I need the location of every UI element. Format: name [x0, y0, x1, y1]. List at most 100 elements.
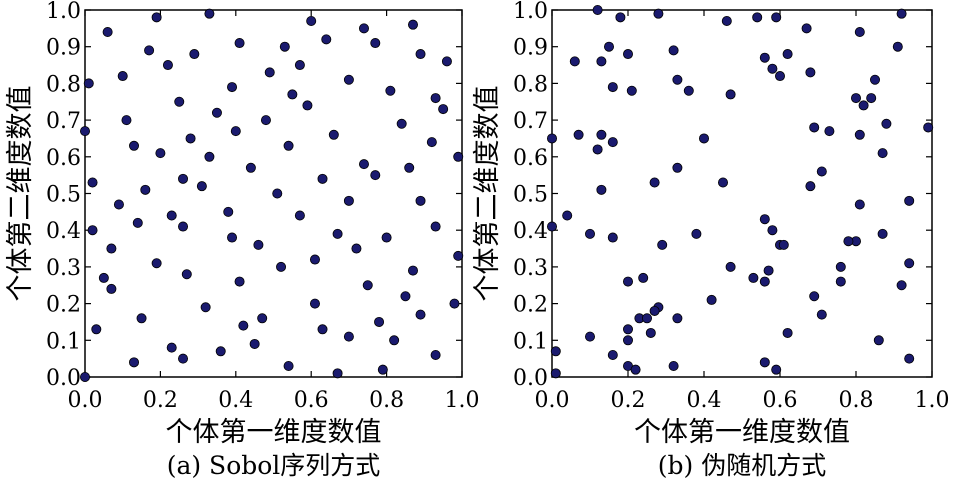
panel-a-data-point: [234, 276, 245, 287]
panel-b-data-point: [904, 195, 915, 206]
panel-b-data-point: [858, 100, 869, 111]
panel-a-data-point: [129, 140, 140, 151]
panel-b-data-point: [923, 122, 934, 133]
panel-a-y-tick-label: 0.5: [46, 183, 81, 208]
panel-b-y-tick-label: 0.4: [513, 219, 548, 244]
panel-b-data-point: [550, 346, 561, 357]
panel-b-data-point: [873, 335, 884, 346]
panel-b-data-point: [596, 56, 607, 67]
panel-a-data-point: [385, 85, 396, 96]
panel-b-data-point: [904, 353, 915, 364]
panel-a-data-point: [283, 140, 294, 151]
panel-b-x-tick-label: 0.6: [763, 388, 798, 413]
panel-a-data-point: [430, 93, 441, 104]
panel-a-data-point: [321, 34, 332, 45]
panel-a-data-point: [415, 195, 426, 206]
panel-a-data-point: [151, 12, 162, 23]
panel-a-data-point: [441, 56, 452, 67]
panel-a-y-tick-label: 0.9: [46, 36, 81, 61]
panel-b-y-axis-label: 个体第二维度数值: [472, 86, 503, 302]
panel-b-data-point: [569, 56, 580, 67]
panel-b-data-point: [892, 41, 903, 52]
panel-b-x-tick-label: 0.2: [611, 388, 646, 413]
panel-b-data-point: [809, 291, 820, 302]
panel-b-data-point: [763, 265, 774, 276]
panel-b-plot-frame: [551, 9, 933, 378]
panel-a-data-point: [283, 360, 294, 371]
panel-b-x-axis-label: 个体第一维度数值: [634, 417, 850, 448]
panel-a-data-point: [87, 225, 98, 236]
panel-a-data-point: [91, 324, 102, 335]
panel-b-data-point: [562, 210, 573, 221]
panel-a-data-point: [215, 346, 226, 357]
panel-b-data-point: [596, 129, 607, 140]
panel-a-data-point: [106, 243, 117, 254]
panel-a-y-tick-label: 0.2: [46, 293, 81, 318]
panel-b-x-tick-label: 0.4: [687, 388, 722, 413]
panel-a-data-point: [396, 118, 407, 129]
panel-a-data-point: [272, 188, 283, 199]
panel-b-data-point: [653, 8, 664, 19]
panel-a-data-point: [178, 173, 189, 184]
panel-b-data-point: [866, 93, 877, 104]
panel-b-data-point: [691, 228, 702, 239]
panel-a-data-point: [343, 331, 354, 342]
panel-a-data-point: [328, 129, 339, 140]
panel-b-data-point: [592, 144, 603, 155]
panel-a-x-tick-label: 0.8: [369, 388, 404, 413]
panel-b-y-tick-label: 0.8: [513, 72, 548, 97]
panel-b-data-point: [672, 162, 683, 173]
panel-a-data-point: [407, 19, 418, 30]
panel-b-data-point: [778, 239, 789, 250]
panel-b-y-tick-label: 0.9: [513, 36, 548, 61]
panel-a-x-tick-label: 0.0: [68, 388, 103, 413]
panel-a-data-point: [306, 16, 317, 27]
panel-a-data-point: [204, 8, 215, 19]
panel-a-data-point: [151, 258, 162, 269]
panel-a-data-point: [181, 269, 192, 280]
panel-b-data-point: [816, 309, 827, 320]
panel-a-data-point: [404, 162, 415, 173]
panel-a-data-point: [230, 126, 241, 137]
panel-a-data-point: [106, 283, 117, 294]
panel-a-data-point: [253, 239, 264, 250]
panel-b-data-point: [547, 133, 558, 144]
panel-a-data-point: [98, 272, 109, 283]
panel-b-data-point: [725, 261, 736, 272]
panel-b-data-point: [573, 129, 584, 140]
panel-b-data-point: [877, 148, 888, 159]
panel-b-data-point: [672, 74, 683, 85]
panel-b-data-point: [642, 313, 653, 324]
panel-b-y-tick-label: 0.0: [513, 366, 548, 391]
panel-a-data-point: [227, 82, 238, 93]
panel-a-data-point: [113, 199, 124, 210]
panel-a-data-point: [343, 195, 354, 206]
panel-a-data-point: [102, 27, 113, 38]
panel-a-y-tick-label: 0.4: [46, 219, 81, 244]
panel-a-data-point: [294, 210, 305, 221]
panel-a-data-point: [178, 221, 189, 232]
panel-b-data-point: [870, 74, 881, 85]
panel-b-y-tick-label: 0.6: [513, 146, 548, 171]
panel-a-data-point: [174, 96, 185, 107]
panel-a-data-point: [223, 206, 234, 217]
panel-a-data-point: [400, 291, 411, 302]
panel-a-data-point: [204, 151, 215, 162]
panel-a-data-point: [264, 67, 275, 78]
panel-b-data-point: [585, 331, 596, 342]
panel-a-x-tick-label: 0.2: [143, 388, 178, 413]
panel-a-data-point: [200, 302, 211, 313]
panel-a-data-point: [279, 41, 290, 52]
panel-a-y-axis-label: 个体第二维度数值: [5, 86, 36, 302]
panel-a-data-point: [358, 23, 369, 34]
panel-a-data-point: [234, 38, 245, 49]
panel-a-data-point: [317, 324, 328, 335]
panel-a-data-point: [438, 104, 449, 115]
panel-b-data-point: [547, 221, 558, 232]
panel-b-x-tick-label: 0.8: [839, 388, 874, 413]
panel-b-data-point: [607, 137, 618, 148]
panel-a-data-point: [117, 71, 128, 82]
panel-b-data-point: [550, 368, 561, 379]
panel-b-data-point: [607, 349, 618, 360]
panel-b-data-point: [805, 67, 816, 78]
